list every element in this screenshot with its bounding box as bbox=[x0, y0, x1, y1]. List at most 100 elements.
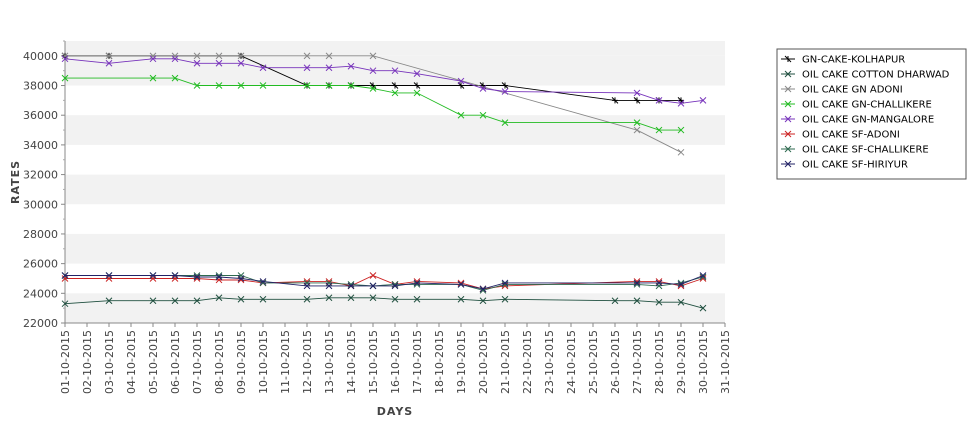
data-point bbox=[479, 111, 487, 119]
data-point bbox=[633, 119, 641, 126]
data-point bbox=[237, 295, 245, 303]
data-point bbox=[259, 82, 267, 89]
y-tick-label: 28000 bbox=[23, 228, 58, 241]
data-point bbox=[347, 282, 355, 290]
legend-marker bbox=[784, 70, 792, 78]
data-point bbox=[215, 59, 223, 67]
data-point bbox=[391, 82, 399, 89]
data-point bbox=[149, 55, 157, 63]
legend-item: OIL CAKE COTTON DHARWAD bbox=[781, 70, 950, 81]
x-tick-label: 02-10-2015 bbox=[81, 330, 94, 394]
legend-label: OIL CAKE GN-MANGALORE bbox=[802, 115, 934, 126]
data-point bbox=[149, 275, 157, 282]
grid-band bbox=[65, 293, 725, 323]
x-tick-label: 13-10-2015 bbox=[323, 330, 336, 394]
series-8 bbox=[61, 272, 707, 293]
data-point bbox=[677, 281, 685, 288]
legend-label: GN-CAKE-KOLHAPUR bbox=[802, 55, 905, 66]
x-tick-label: 20-10-2015 bbox=[477, 330, 490, 394]
legend-marker bbox=[784, 115, 792, 123]
data-point bbox=[347, 62, 355, 70]
legend-item: OIL CAKE SF-HIRIYUR bbox=[781, 160, 908, 171]
data-point bbox=[171, 74, 179, 82]
data-point bbox=[215, 294, 223, 302]
data-point bbox=[303, 52, 311, 60]
x-tick-label: 15-10-2015 bbox=[367, 330, 380, 394]
legend-marker bbox=[784, 100, 792, 108]
legend-item: OIL CAKE GN ADONI bbox=[781, 85, 903, 96]
data-point bbox=[193, 272, 201, 279]
series-line bbox=[65, 55, 681, 101]
data-point bbox=[237, 272, 245, 279]
data-point bbox=[193, 82, 201, 89]
data-point bbox=[633, 297, 641, 305]
x-tick-label: 31-10-2015 bbox=[719, 330, 732, 394]
data-point bbox=[391, 295, 399, 303]
data-point bbox=[61, 272, 69, 279]
data-point bbox=[413, 281, 421, 288]
grid-band bbox=[65, 115, 725, 145]
data-point bbox=[325, 52, 333, 60]
data-point bbox=[237, 52, 245, 60]
data-point bbox=[655, 126, 663, 134]
data-point bbox=[501, 119, 509, 126]
data-point bbox=[325, 279, 333, 287]
legend-label: OIL CAKE SF-ADONI bbox=[802, 130, 900, 141]
data-point bbox=[677, 279, 685, 287]
series-line bbox=[64, 297, 704, 309]
data-point bbox=[303, 295, 311, 303]
data-point bbox=[193, 59, 201, 67]
data-point bbox=[391, 282, 399, 290]
data-point bbox=[105, 59, 113, 67]
legend-item: GN-CAKE-KOLHAPUR bbox=[781, 55, 905, 66]
legend-marker bbox=[784, 160, 792, 168]
data-point bbox=[413, 89, 421, 97]
legend-item: OIL CAKE GN-CHALLIKERE bbox=[781, 100, 932, 111]
data-point bbox=[369, 52, 377, 60]
data-point bbox=[61, 55, 69, 63]
legend-marker bbox=[784, 130, 792, 138]
data-point bbox=[699, 97, 707, 104]
data-point bbox=[259, 64, 267, 72]
x-tick-label: 23-10-2015 bbox=[543, 330, 556, 394]
x-tick-label: 03-10-2015 bbox=[103, 330, 116, 394]
data-point bbox=[193, 273, 201, 281]
legend-label: OIL CAKE GN ADONI bbox=[802, 85, 903, 96]
data-point bbox=[457, 281, 465, 288]
x-axis-title: DAYS bbox=[377, 405, 413, 418]
data-point bbox=[325, 282, 333, 290]
data-point bbox=[325, 294, 333, 302]
data-point bbox=[105, 52, 113, 60]
data-point bbox=[633, 278, 641, 285]
data-point bbox=[61, 74, 69, 82]
data-point bbox=[149, 74, 157, 82]
grid-band bbox=[65, 174, 725, 205]
data-point bbox=[501, 82, 509, 89]
legend: GN-CAKE-KOLHAPUR OIL CAKE COTTON DHARWAD O… bbox=[776, 48, 967, 180]
legend-item: OIL CAKE SF-CHALLIKERE bbox=[781, 145, 929, 156]
data-point bbox=[61, 275, 69, 282]
data-point bbox=[457, 295, 465, 303]
x-axis: 01-10-2015 02-10-2015 03-10-2015 04-10-2015… bbox=[59, 322, 732, 394]
y-tick-label: 32000 bbox=[23, 169, 58, 182]
data-point bbox=[61, 52, 69, 60]
series-layer bbox=[61, 52, 707, 312]
data-point bbox=[193, 52, 201, 60]
x-tick-label: 17-10-2015 bbox=[411, 330, 424, 394]
x-tick-label: 30-10-2015 bbox=[697, 330, 710, 394]
legend-item: OIL CAKE SF-ADONI bbox=[781, 130, 900, 141]
x-tick-label: 06-10-2015 bbox=[169, 330, 182, 394]
data-point bbox=[237, 275, 245, 282]
data-point bbox=[105, 297, 113, 305]
data-point bbox=[633, 126, 641, 134]
series-2 bbox=[61, 294, 707, 312]
data-point bbox=[677, 126, 685, 134]
x-tick-label: 27-10-2015 bbox=[631, 330, 644, 394]
data-point bbox=[171, 55, 179, 63]
data-point bbox=[303, 82, 311, 89]
data-point bbox=[611, 297, 619, 305]
data-point bbox=[699, 272, 707, 279]
data-point bbox=[677, 298, 685, 306]
data-point bbox=[457, 77, 465, 85]
data-point bbox=[391, 89, 399, 97]
